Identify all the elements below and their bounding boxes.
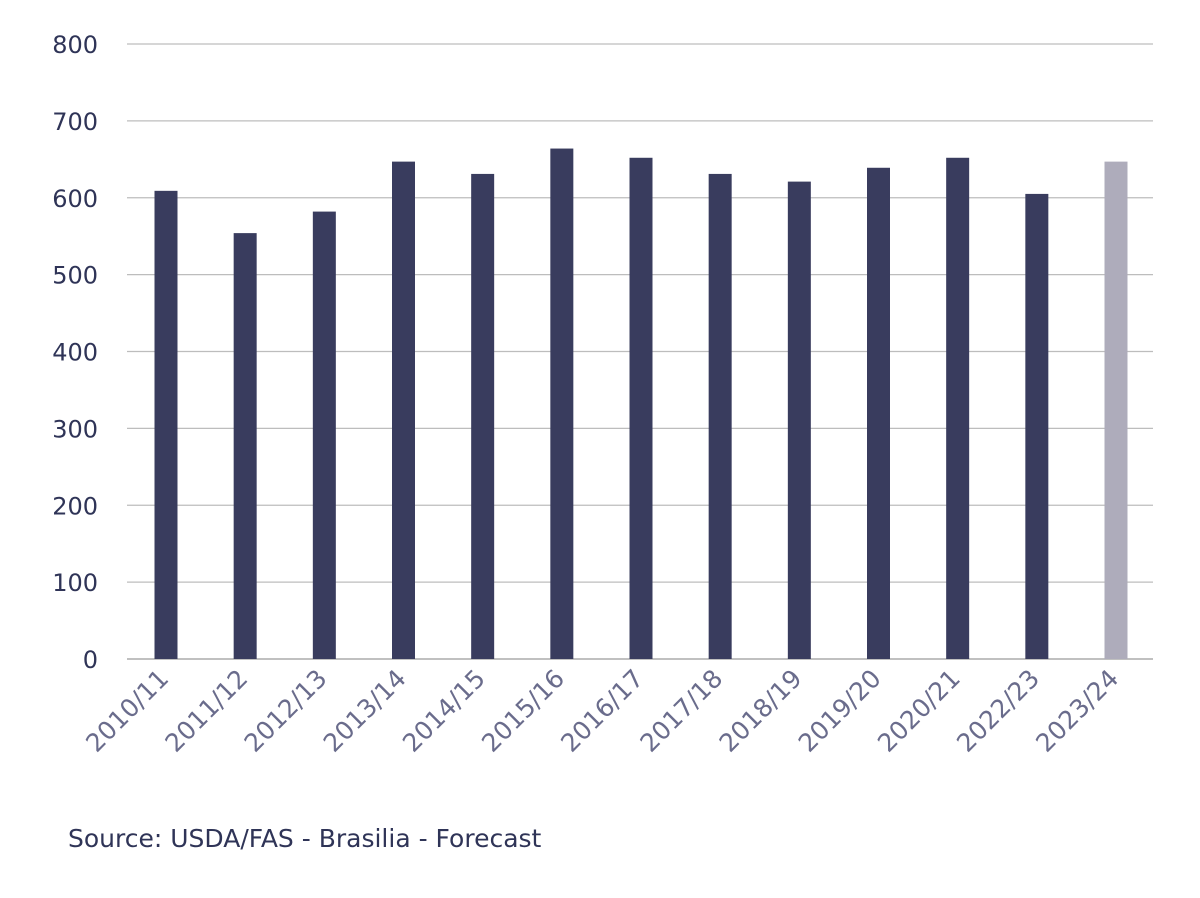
bar-2019/20: [867, 167, 890, 660]
y-tick-label: 0: [83, 646, 98, 674]
y-axis-tick-labels: 0 100 200 300 400 500 600 700 800: [52, 31, 98, 674]
bar-chart: 0 100 200 300 400 500 600 700 800 2010/11 2011/12…: [52, 31, 1153, 758]
x-tick-label: 2018/19: [714, 664, 808, 758]
bar-2020/21: [946, 157, 970, 659]
bar-2016/17: [629, 157, 653, 659]
x-tick-label: 2010/11: [80, 664, 174, 758]
x-tick-label: 2011/12: [159, 664, 253, 758]
y-tick-label: 600: [52, 185, 98, 213]
x-tick-label: 2012/13: [239, 664, 333, 758]
bar-forecast-2023/24: [1104, 161, 1128, 659]
x-tick-label: 2016/17: [555, 664, 649, 758]
bars: [154, 148, 1128, 660]
x-tick-label: 2020/21: [872, 664, 966, 758]
source-note: Source: USDA/FAS - Brasilia - Forecast: [68, 824, 542, 853]
x-tick-label: 2019/20: [793, 664, 887, 758]
bar-2012/13: [312, 211, 336, 659]
x-axis-tick-labels: 2010/112011/122012/132013/142014/152015/…: [80, 664, 1124, 758]
bar-2018/19: [787, 181, 811, 659]
bar-2015/16: [550, 148, 574, 660]
y-tick-label: 300: [52, 415, 98, 443]
x-tick-label: 2014/15: [397, 664, 491, 758]
bar-2022/23: [1025, 193, 1049, 659]
y-tick-label: 400: [52, 339, 98, 367]
chart-canvas: 0 100 200 300 400 500 600 700 800 2010/112011/12…: [52, 31, 1153, 758]
x-tick-label: 2015/16: [476, 664, 570, 758]
y-tick-label: 100: [52, 569, 98, 597]
x-tick-label: 2022/23: [951, 664, 1045, 758]
bar-2010/11: [154, 190, 178, 660]
bar-2014/15: [471, 173, 495, 659]
bar-2017/18: [708, 173, 732, 659]
x-tick-label: 2023/24: [1030, 664, 1124, 758]
y-tick-label: 200: [52, 492, 98, 520]
x-tick-label: 2017/18: [634, 664, 728, 758]
y-tick-label: 800: [52, 31, 98, 59]
y-tick-label: 700: [52, 108, 98, 136]
x-tick-label: 2013/14: [318, 664, 412, 758]
bar-2011/12: [233, 233, 257, 660]
y-tick-label: 500: [52, 262, 98, 290]
bar-2013/14: [392, 161, 415, 659]
